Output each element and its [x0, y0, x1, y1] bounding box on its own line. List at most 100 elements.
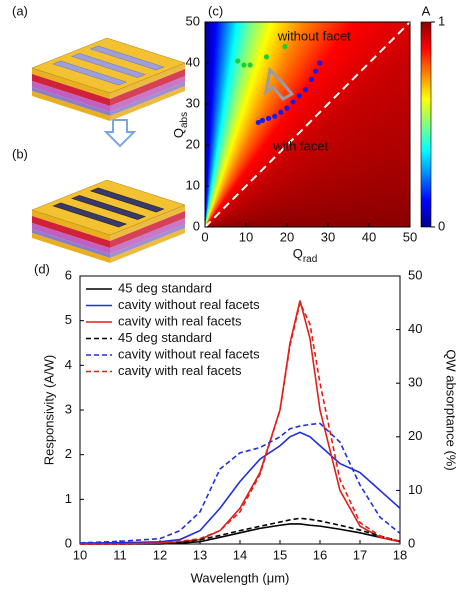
y2-tick-label: 40 [408, 321, 422, 336]
panel-label: (d) [34, 261, 50, 276]
device-side [110, 69, 185, 106]
x-tick-label: 0 [201, 229, 208, 244]
y-tick-label: 1 [65, 491, 72, 506]
x-tick-label: 30 [321, 229, 335, 244]
x-tick-label: 12 [153, 547, 167, 562]
y2-tick-label: 20 [408, 428, 422, 443]
line [79, 431, 401, 544]
device-side [110, 205, 185, 241]
device-side [110, 218, 185, 254]
x-axis-label-main: Q [293, 246, 303, 261]
x-tick-label: 20 [280, 229, 294, 244]
panel-label: (a) [12, 3, 28, 18]
legend-label: 45 deg standard [118, 330, 212, 345]
scatter-point [302, 87, 309, 93]
series-annotation: without facet [277, 28, 351, 43]
legend-label: cavity without real facets [118, 297, 260, 312]
device-side [110, 86, 185, 121]
colorbar [421, 22, 431, 227]
x-tick-label: 16 [313, 547, 327, 562]
scatter-point [247, 62, 253, 68]
stripe [52, 202, 128, 228]
device-side [110, 211, 185, 248]
device-side [110, 82, 185, 116]
device-side [32, 87, 110, 116]
stripe [71, 53, 146, 78]
legend-label: cavity with real facets [118, 363, 242, 378]
x-tick-label: 15 [273, 547, 287, 562]
scatter-point [241, 62, 247, 68]
y2-tick-label: 0 [408, 535, 415, 550]
scatter-point [278, 109, 284, 115]
scatter-point [255, 119, 261, 126]
y-tick-label: 6 [65, 267, 72, 282]
scatter-point [284, 105, 290, 111]
device-side [32, 229, 110, 258]
line [80, 523, 401, 545]
colorbar-label: A [422, 3, 431, 18]
x-axis-label: Wavelength (μm) [191, 570, 290, 585]
scatter-point [259, 117, 265, 123]
device-side [32, 74, 110, 106]
y-axis-label-sub: abs [179, 112, 190, 128]
colorbar-frame [420, 21, 432, 228]
device-side [32, 68, 110, 99]
y-axis-label: Responsivity (A/W) [41, 355, 56, 466]
stripe [89, 45, 165, 71]
device-side [110, 224, 185, 258]
y2-tick-label: 30 [408, 375, 422, 390]
series-annotation: with facet [272, 138, 328, 153]
scatter-point [296, 93, 302, 99]
scatter-point [272, 113, 278, 119]
device-side [32, 91, 110, 121]
plot-frame [204, 21, 411, 228]
x-axis-label-sub: rad [303, 254, 317, 265]
y-tick-label: 5 [65, 312, 72, 327]
y-tick-label: 3 [65, 401, 72, 416]
y-tick-label: 10 [186, 177, 200, 192]
y-tick-label: 4 [65, 357, 72, 372]
scatter-point [235, 58, 241, 64]
line [80, 300, 401, 545]
stripe [52, 60, 128, 86]
scatter-point [317, 60, 323, 66]
line [80, 300, 401, 545]
legend-label: cavity without real facets [118, 346, 260, 361]
device-side [110, 63, 185, 99]
y-tick-label: 2 [65, 446, 72, 461]
x-tick-label: 13 [193, 547, 207, 562]
scatter-point [309, 76, 315, 82]
device-side [32, 223, 110, 254]
device-side [32, 81, 110, 112]
legend-label: cavity with real facets [118, 313, 242, 328]
x-tick-label: 50 [403, 229, 417, 244]
device-side [32, 216, 110, 248]
stripe [89, 187, 165, 213]
colorbar-tick-label: 0 [438, 218, 445, 233]
device-side [110, 76, 185, 112]
diagonal [204, 21, 411, 228]
panel-label: (b) [12, 146, 28, 161]
scatter-point [265, 115, 272, 121]
x-tick-label: 17 [353, 547, 367, 562]
x-tick-label: 14 [233, 547, 247, 562]
y-tick-label: 0 [65, 535, 72, 550]
line [80, 517, 401, 545]
shift-arrow [263, 66, 295, 101]
scatter-point [290, 99, 296, 105]
y-tick-label: 20 [186, 136, 200, 151]
device-side [32, 210, 110, 241]
x-tick-label: 10 [239, 229, 253, 244]
x-tick-label: 11 [113, 547, 127, 562]
y2-axis-label: QW absorptance (%) [444, 349, 459, 470]
y-axis-label-main: Q [171, 128, 186, 138]
scatter-point [263, 54, 270, 60]
x-tick-label: 10 [73, 547, 87, 562]
y-tick-label: 50 [186, 13, 200, 28]
y2-tick-label: 50 [408, 267, 422, 282]
stripe [71, 195, 146, 220]
y-tick-label: 0 [193, 218, 200, 233]
legend-label: 45 deg standard [118, 280, 212, 295]
device-side [110, 228, 185, 263]
